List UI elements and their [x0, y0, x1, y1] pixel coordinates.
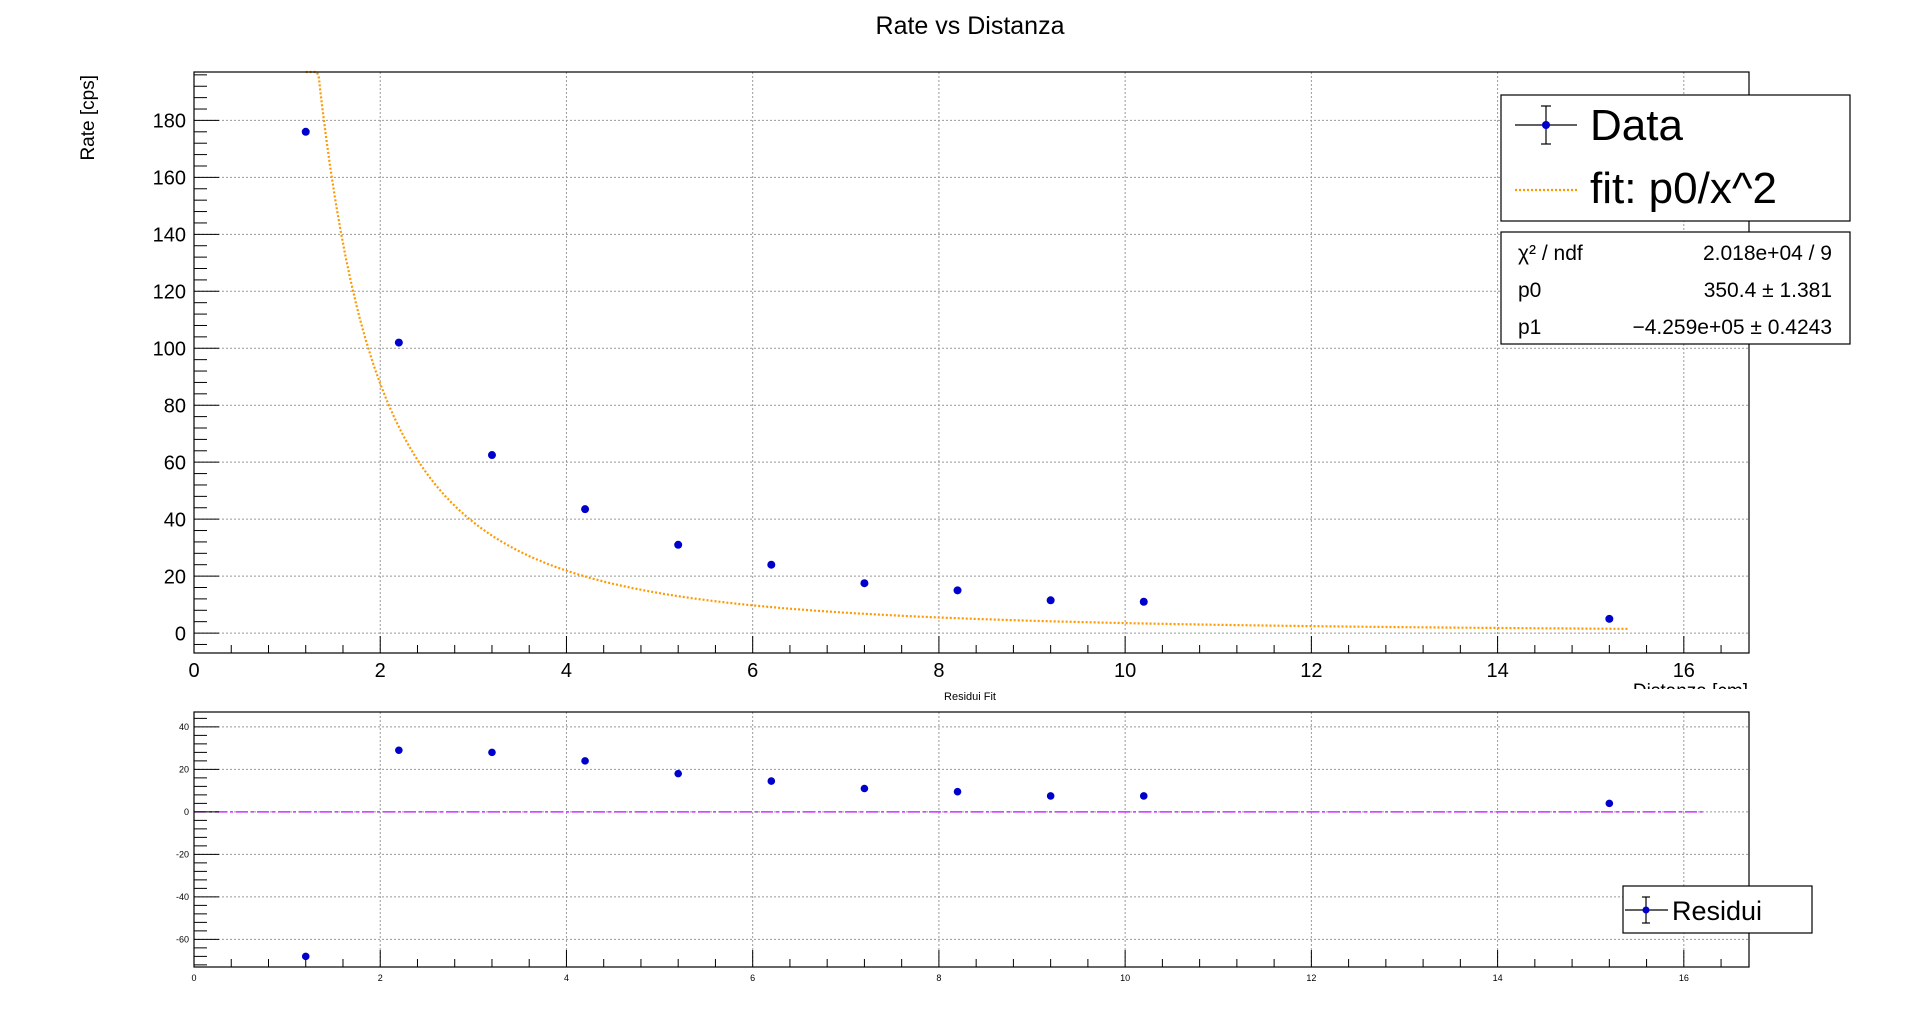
- bottom-x-tick-label: 6: [750, 973, 755, 983]
- stats-p1-value: −4.259e+05 ± 0.4243: [1632, 316, 1832, 339]
- bottom-data-point: [395, 746, 403, 755]
- residual-title: Residui Fit: [944, 691, 996, 703]
- top-y-tick-label: 0: [175, 623, 186, 645]
- bottom-data-point: [1046, 792, 1055, 800]
- bottom-legend: Residui: [1622, 885, 1813, 934]
- bottom-y-tick-label: -20: [176, 850, 189, 860]
- bottom-y-tick-label: -60: [176, 935, 189, 945]
- bottom-data-point: [767, 777, 776, 785]
- top-y-tick-label: 120: [153, 281, 186, 303]
- fit-curve-layer: [305, 70, 1629, 630]
- stats-chi2-value: 2.018e+04 / 9: [1703, 242, 1832, 265]
- legend-residui-marker: [1642, 906, 1650, 914]
- main-title: Rate vs Distanza: [876, 12, 1065, 40]
- top-y-tick-label: 160: [153, 168, 186, 190]
- stats-p0-value: 350.4 ± 1.381: [1704, 279, 1832, 302]
- top-x-tick-label: 8: [933, 660, 944, 682]
- bottom-y-tick-label: 40: [179, 722, 189, 732]
- legend-data-marker: [1542, 121, 1550, 129]
- top-x-tick-label: 14: [1486, 660, 1508, 682]
- bottom-data-point: [581, 757, 589, 765]
- bottom-plot-frame: [193, 711, 1750, 968]
- bottom-data-point: [488, 748, 496, 757]
- y-axis-label: Rate [cps]: [78, 75, 99, 161]
- bottom-data-point: [1605, 799, 1614, 808]
- bottom-y-tick-label: 0: [184, 807, 189, 817]
- stats-p0-label: p0: [1518, 279, 1541, 302]
- top-x-tick-label: 6: [747, 660, 758, 682]
- bottom-x-tick-label: 4: [564, 973, 569, 983]
- x-axis-label: Distanza [cm]: [1633, 681, 1748, 702]
- legend-entry-residui: Residui: [1672, 896, 1762, 926]
- top-x-tick-label: 4: [561, 660, 572, 682]
- top-data-point: [581, 505, 590, 514]
- legend-entry-data: Data: [1590, 101, 1683, 150]
- bottom-x-tick-label: 16: [1679, 973, 1689, 983]
- top-data-point: [1139, 597, 1148, 606]
- residual-points-layer: [301, 746, 1614, 961]
- bottom-y-tick-label: -40: [176, 892, 189, 902]
- fit-stats-box: χ² / ndf 2.018e+04 / 9 p0 350.4 ± 1.381 …: [1500, 231, 1851, 345]
- top-x-tick-label: 2: [375, 660, 386, 682]
- bottom-x-tick-label: 10: [1120, 973, 1130, 983]
- bottom-x-tick-label: 8: [936, 973, 941, 983]
- top-data-point: [487, 451, 496, 460]
- top-data-point: [674, 540, 683, 549]
- top-legend: Data fit: p0/x^2: [1500, 94, 1851, 222]
- bottom-data-point: [301, 952, 310, 961]
- top-x-tick-label: 0: [188, 660, 199, 682]
- top-data-point: [953, 586, 962, 595]
- top-x-tick-label: 10: [1114, 660, 1136, 682]
- top-data-point: [1046, 596, 1055, 605]
- bottom-data-point: [860, 784, 869, 793]
- legend-entry-fit: fit: p0/x^2: [1590, 164, 1777, 213]
- bottom-x-tick-label: 12: [1306, 973, 1316, 983]
- stats-chi2-label: χ² / ndf: [1518, 242, 1583, 265]
- top-plot-frame: [193, 71, 1750, 654]
- bottom-data-point: [674, 769, 682, 778]
- stats-p1-label: p1: [1518, 316, 1541, 339]
- bottom-x-tick-label: 0: [191, 973, 196, 983]
- top-y-tick-label: 100: [153, 338, 186, 360]
- top-data-point: [860, 579, 869, 588]
- top-data-point: [767, 560, 776, 569]
- top-y-tick-label: 20: [164, 566, 186, 588]
- top-y-tick-label: 80: [164, 395, 186, 417]
- top-x-tick-label: 12: [1300, 660, 1322, 682]
- top-data-point: [1605, 614, 1614, 623]
- top-data-point: [301, 127, 310, 136]
- bottom-data-point: [1139, 792, 1148, 800]
- bottom-axes: 0 2 4 6 8 10 12 14 16 -60 -40 -20 0 20 40: [176, 717, 1722, 983]
- top-y-tick-label: 180: [153, 111, 186, 133]
- top-data-point: [394, 338, 403, 347]
- top-y-tick-label: 60: [164, 452, 186, 474]
- top-x-tick-label: 16: [1673, 660, 1695, 682]
- bottom-data-point: [953, 787, 962, 796]
- fit-curve: [305, 70, 1629, 630]
- top-grid: [194, 72, 1749, 653]
- top-y-tick-label: 140: [153, 225, 186, 247]
- bottom-y-tick-label: 20: [179, 765, 189, 775]
- top-y-tick-label: 40: [164, 509, 186, 531]
- bottom-x-tick-label: 14: [1493, 973, 1503, 983]
- bottom-x-tick-label: 2: [378, 973, 383, 983]
- data-points-layer: [301, 127, 1614, 623]
